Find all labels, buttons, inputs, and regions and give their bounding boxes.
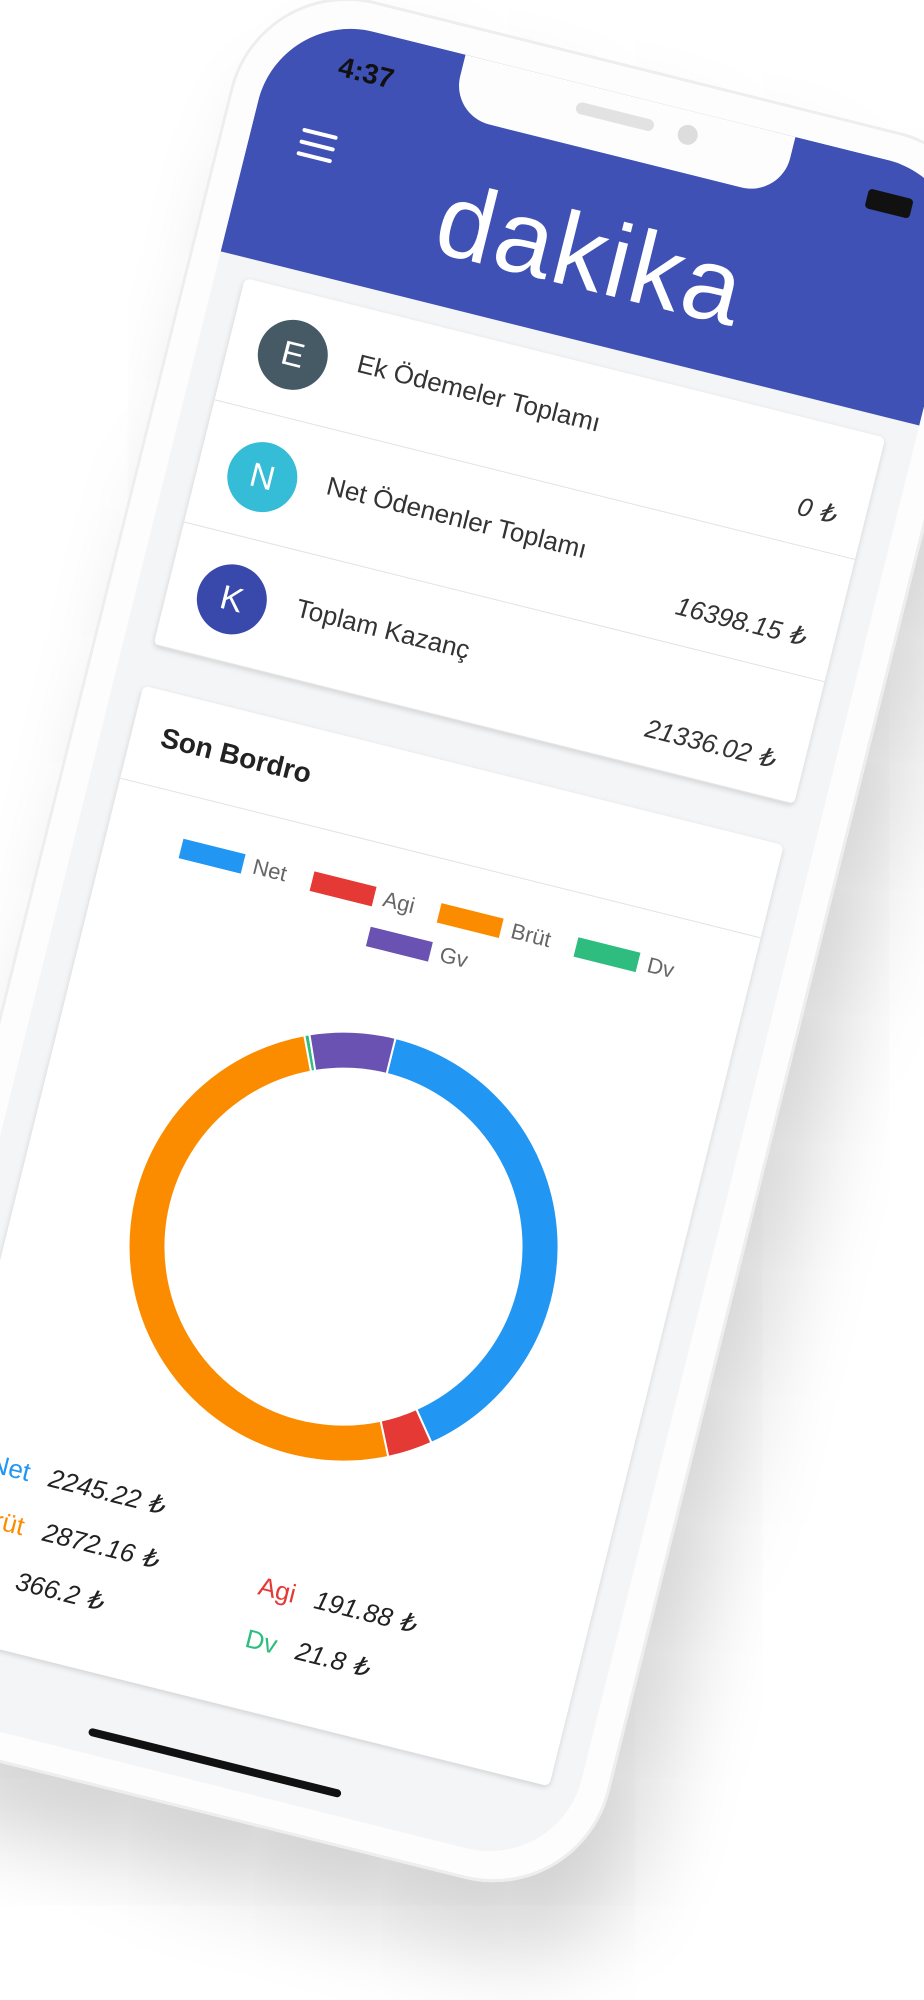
- battery-icon: [864, 188, 914, 219]
- legend-swatch: [365, 926, 433, 962]
- legend-swatch: [573, 937, 641, 973]
- value-name: Net: [0, 1448, 34, 1488]
- status-time: 4:37: [335, 50, 398, 95]
- payroll-card: Son Bordro Net Agi Brüt Dv Gv Net 2245.22 ₺ Ag…: [0, 685, 784, 1787]
- summary-label: Toplam Kazanç: [293, 592, 473, 665]
- donut-segment: [127, 1034, 390, 1463]
- value-name: Agi: [255, 1570, 300, 1609]
- camera: [675, 122, 700, 147]
- legend-item: Agi: [308, 868, 417, 919]
- legend-label: Dv: [644, 952, 677, 983]
- summary-label: Ek Ödemeler Toplamı: [354, 348, 604, 438]
- donut-segment: [385, 1036, 560, 1445]
- legend-swatch: [309, 871, 377, 907]
- legend-label: Net: [250, 853, 290, 887]
- legend-label: Brüt: [508, 918, 554, 953]
- summary-amount: 16398.15 ₺: [672, 590, 809, 652]
- legend-swatch: [178, 838, 246, 874]
- legend-swatch: [437, 903, 505, 939]
- avatar: N: [219, 434, 305, 520]
- donut-chart: [127, 1030, 560, 1463]
- speaker: [574, 101, 656, 133]
- legend-label: Gv: [437, 941, 471, 973]
- legend-item: Net: [178, 836, 290, 887]
- card-body: Net Agi Brüt Dv Gv Net 2245.22 ₺ Agi 191.88 ₺ Br…: [0, 777, 761, 1787]
- value-label: 191.88 ₺: [311, 1584, 419, 1639]
- card-title: Son Bordro: [157, 721, 315, 790]
- legend-label: Agi: [380, 886, 418, 919]
- avatar: E: [250, 312, 336, 398]
- summary-amount: 0 ₺: [794, 491, 839, 530]
- home-indicator: [87, 1727, 342, 1799]
- summary-label: Net Ödenenler Toplamı: [323, 470, 590, 565]
- legend-item: Gv: [365, 924, 471, 974]
- donut-segment: [308, 1030, 397, 1076]
- legend-item: Dv: [573, 934, 677, 984]
- phone-frame: 4:37 dakika E Ek Ödemeler Toplamı 0 ₺ N Net …: [0, 8, 924, 1872]
- value-label: 2245.22 ₺: [45, 1462, 168, 1521]
- avatar: K: [189, 556, 275, 642]
- summary-amount: 21336.02 ₺: [642, 712, 778, 774]
- screen: 4:37 dakika E Ek Ödemeler Toplamı 0 ₺ N Net …: [0, 8, 924, 1872]
